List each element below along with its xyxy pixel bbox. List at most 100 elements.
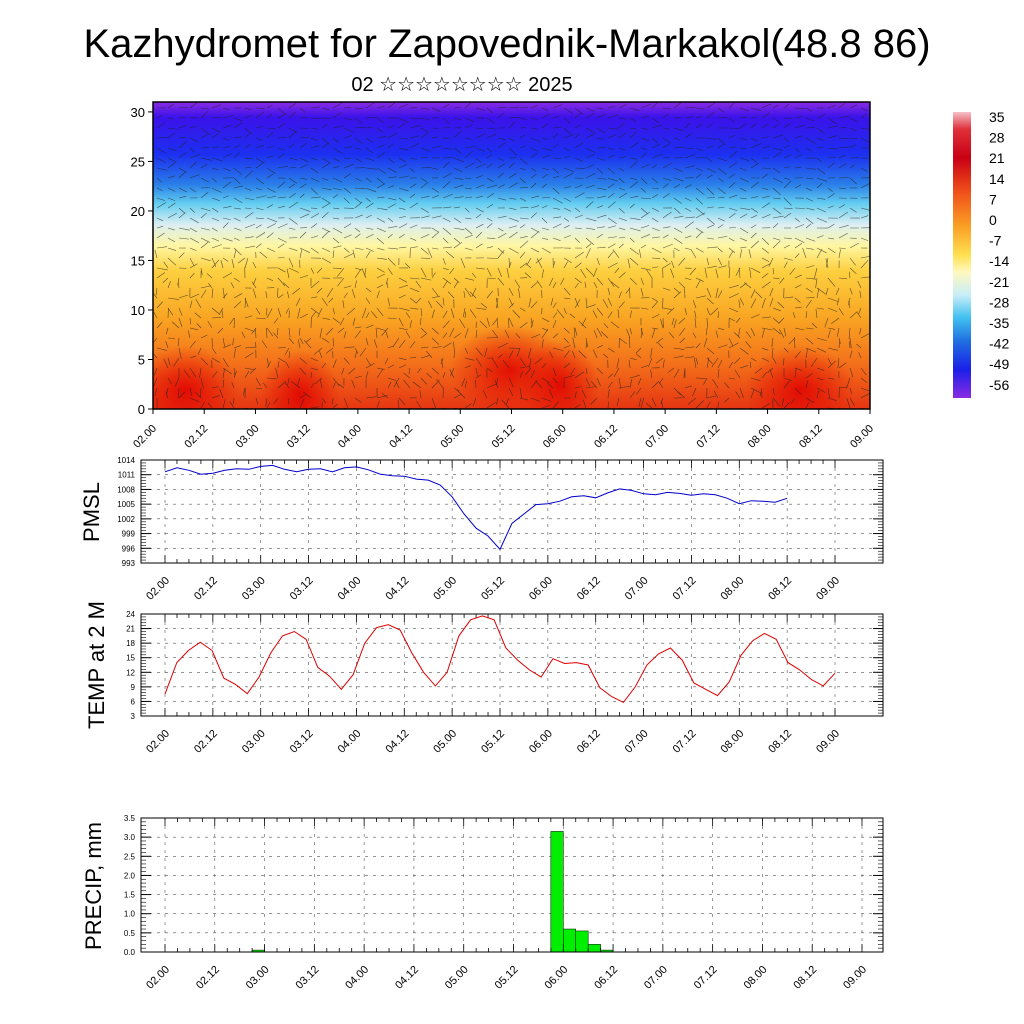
colorbar-label: 21 (989, 150, 1005, 166)
colorbar-label: 14 (989, 171, 1005, 187)
pmsl-panel: PMSL 993 996 999 1002 1005 1008 1011 1014 02.00… (79, 456, 884, 603)
precip-bar (550, 831, 564, 953)
heatmap-ytick-label: 25 (131, 154, 145, 169)
xtick-label: 05.00 (431, 575, 459, 603)
xtick-label: 04.12 (393, 964, 421, 992)
heatmap-panel: 0 5 10 15 20 25 30 02.00 02.12 03.00 03.12 04.00 04… (131, 101, 876, 451)
xtick-label: 07.12 (671, 575, 699, 603)
heatmap-xtick-label: 02.00 (131, 423, 159, 451)
xtick-label: 04.12 (383, 575, 411, 603)
heatmap-xtick-label: 09.00 (848, 423, 876, 451)
ytick-label: 2.5 (124, 852, 136, 861)
xtick-label: 02.12 (194, 964, 222, 992)
pmsl-ylabel: PMSL (79, 482, 104, 542)
ytick-label: 21 (126, 625, 135, 634)
colorbar-label: -49 (989, 356, 1009, 372)
ytick-label: 993 (122, 559, 136, 568)
temp-ylabel: TEMP at 2 M (84, 601, 109, 729)
heatmap-xtick-label: 05.00 (438, 423, 466, 451)
heatmap-warm-area (745, 345, 855, 409)
xtick-label: 07.00 (642, 964, 670, 992)
heatmap-xtick-label: 07.12 (695, 423, 723, 451)
ytick-label: 999 (122, 530, 136, 539)
heatmap-xtick-label: 08.12 (797, 423, 825, 451)
xtick-label: 08.00 (718, 575, 746, 603)
heatmap-ytick-label: 0 (138, 402, 145, 417)
heatmap-xtick-label: 03.00 (234, 423, 262, 451)
ytick-label: 1.5 (124, 891, 136, 900)
ytick-label: 3.5 (124, 814, 136, 823)
heatmap-xtick-label: 06.12 (592, 423, 620, 451)
heatmap-ytick-label: 30 (131, 105, 145, 120)
xtick-label: 06.00 (527, 728, 555, 756)
ytick-label: 9 (131, 683, 136, 692)
pmsl-series-line (164, 464, 788, 551)
colorbar-label: -14 (989, 253, 1009, 269)
subtitle: 02 ☆☆☆☆☆☆☆☆ 2025 (351, 74, 572, 96)
ytick-label: 3.0 (124, 833, 136, 842)
xtick-label: 05.12 (479, 575, 507, 603)
xtick-label: 08.00 (718, 728, 746, 756)
main-title: Kazhydromet for Zapovednik-Markakol(48.8… (83, 22, 930, 66)
xtick-label: 03.00 (240, 575, 268, 603)
ytick-label: 15 (126, 654, 135, 663)
xtick-label: 02.00 (144, 575, 172, 603)
xtick-label: 03.12 (294, 964, 322, 992)
xtick-label: 03.00 (240, 728, 268, 756)
colorbar-label: 28 (989, 130, 1005, 146)
precip-bar (563, 928, 576, 953)
heatmap-ytick-label: 5 (138, 352, 145, 367)
heatmap-xtick-label: 08.00 (746, 423, 774, 451)
ytick-label: 0.0 (124, 948, 136, 957)
colorbar-label: 35 (989, 109, 1005, 125)
xtick-label: 04.00 (336, 728, 364, 756)
ytick-label: 24 (126, 610, 135, 619)
heatmap-warm-area (260, 350, 340, 409)
ytick-label: 12 (126, 668, 135, 677)
ytick-label: 0.5 (124, 929, 136, 938)
heatmap-xtick-label: 05.12 (490, 423, 518, 451)
xtick-label: 08.12 (791, 964, 819, 992)
pmsl-frame (140, 459, 884, 564)
colorbar-scale (953, 112, 971, 398)
xtick-label: 04.12 (383, 728, 411, 756)
ytick-label: 3 (131, 712, 136, 721)
precip-bar (587, 944, 601, 953)
xtick-label: 05.00 (443, 964, 471, 992)
heatmap-xtick-label: 02.12 (182, 423, 210, 451)
xtick-label: 07.12 (692, 964, 720, 992)
heatmap-warm-area (153, 345, 240, 409)
precip-ylabel: PRECIP, mm (81, 822, 106, 950)
xtick-label: 08.12 (766, 575, 794, 603)
xtick-label: 09.00 (814, 728, 842, 756)
xtick-label: 08.00 (742, 964, 770, 992)
ytick-label: 6 (131, 697, 136, 706)
temp-series-line (164, 615, 836, 704)
heatmap-warm-area (520, 340, 600, 409)
heatmap-ytick-label: 15 (131, 253, 145, 268)
ytick-label: 1005 (117, 500, 135, 509)
precip-bar (575, 930, 589, 953)
xtick-label: 02.00 (144, 728, 172, 756)
temp-panel: TEMP at 2 M 3 6 9 12 15 18 21 24 02.00 02.12 03.0… (84, 601, 884, 756)
xtick-label: 03.12 (288, 728, 316, 756)
heatmap-ytick-label: 10 (131, 303, 145, 318)
precip-panel: PRECIP, mm 0.0 0.5 1.0 1.5 2.0 2.5 3.0 3.5 02.0… (81, 814, 884, 992)
colorbar-label: -28 (989, 294, 1009, 310)
xtick-label: 08.12 (766, 728, 794, 756)
heatmap-field (153, 102, 870, 409)
ytick-label: 1008 (117, 485, 135, 494)
ytick-label: 1014 (117, 456, 135, 465)
colorbar-label: -56 (989, 377, 1009, 393)
xtick-label: 06.00 (527, 575, 555, 603)
colorbar-label: 0 (989, 212, 997, 228)
heatmap-xtick-label: 07.00 (643, 423, 671, 451)
heatmap-xtick-label: 03.12 (285, 423, 313, 451)
xtick-label: 02.12 (192, 728, 220, 756)
heatmap-xtick-label: 06.00 (541, 423, 569, 451)
xtick-label: 06.00 (542, 964, 570, 992)
xtick-label: 06.12 (575, 575, 603, 603)
heatmap-xtick-label: 04.12 (387, 423, 415, 451)
xtick-label: 07.00 (623, 575, 651, 603)
xtick-label: 06.12 (592, 964, 620, 992)
